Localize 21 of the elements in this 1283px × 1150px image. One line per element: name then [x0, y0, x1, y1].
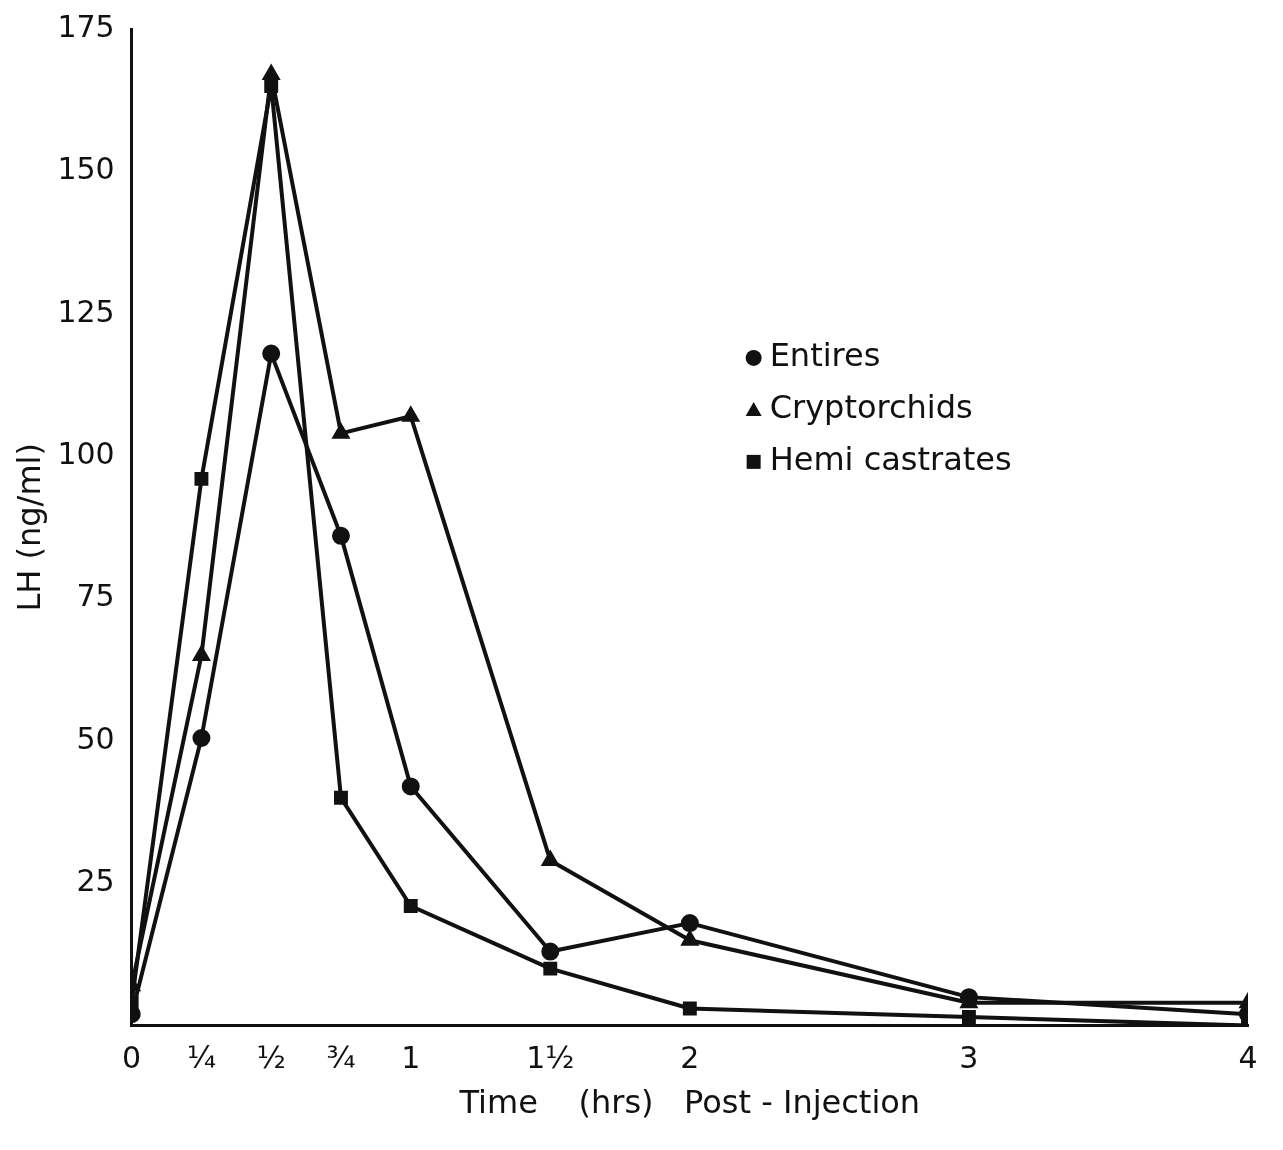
y-tick-label: 175	[57, 8, 115, 44]
y-tick-label: 100	[57, 435, 115, 471]
y-tick-label: 75	[76, 578, 115, 614]
legend-label: Entires	[769, 336, 881, 375]
x-tick-label: 1½	[526, 1040, 575, 1076]
legend-label: Cryptorchids	[769, 388, 973, 427]
legend-label: Hemi castrates	[769, 440, 1012, 479]
x-tick-label: ½	[256, 1040, 286, 1076]
x-tick-label: ¼	[186, 1040, 216, 1076]
x-tick-label: 4	[1238, 1040, 1258, 1076]
x-tick-label: 2	[680, 1040, 700, 1076]
x-tick-label: ¾	[326, 1040, 356, 1076]
x-tick-label: 1	[401, 1040, 421, 1076]
x-tick-label: 0	[122, 1040, 142, 1076]
x-axis-title: Time (hrs) Post - Injection	[458, 1083, 921, 1122]
y-tick-label: 25	[76, 863, 115, 899]
y-tick-label: 50	[76, 720, 115, 756]
y-tick-label: 125	[57, 293, 115, 329]
y-axis-title: LH (ng/ml)	[9, 443, 48, 612]
y-tick-label: 150	[57, 151, 115, 187]
x-tick-label: 3	[959, 1040, 979, 1076]
